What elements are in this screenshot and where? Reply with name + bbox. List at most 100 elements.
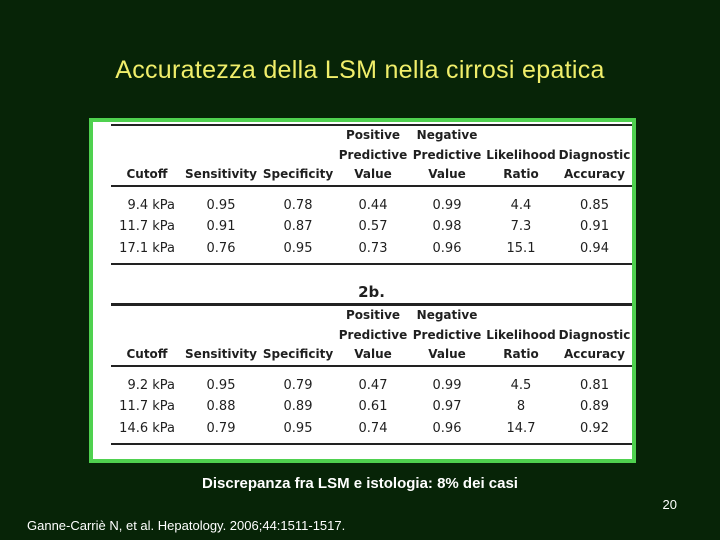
- header-cell: Negative: [409, 304, 485, 326]
- header-cell: [183, 326, 259, 346]
- table-cell: 0.95: [259, 237, 337, 265]
- table-cell: 15.1: [485, 237, 557, 265]
- header-cell: Positive: [337, 124, 409, 146]
- header-cell: Predictive: [412, 327, 482, 342]
- table-cell: 0.89: [580, 399, 609, 414]
- header-cell: Value: [409, 345, 485, 367]
- table-cell: 0.81: [580, 377, 609, 393]
- table-cell: 0.95: [206, 197, 236, 213]
- table-header-row: Positive Negative: [111, 304, 632, 326]
- table-cell: 0.99: [432, 197, 462, 213]
- table-cell: 7.3: [510, 219, 532, 234]
- table-header-row: Predictive Predictive Likelihood Diagnos…: [111, 146, 632, 166]
- header-cell: [485, 124, 557, 146]
- table-header-row: Cutoff Sensitivity Specificity Value Val…: [111, 165, 632, 187]
- header-cell: Positive: [337, 304, 409, 326]
- header-cell: Predictive: [412, 147, 482, 162]
- table-cell: 8: [516, 399, 526, 414]
- section-label-2b: 2b.: [111, 281, 632, 305]
- header-cell: Predictive: [338, 147, 408, 162]
- table-cell: 0.89: [283, 399, 313, 414]
- header-cell: Likelihood: [486, 327, 556, 342]
- table-cell: 0.87: [283, 219, 313, 234]
- citation: Ganne-Carriè N, et al. Hepatology. 2006;…: [27, 518, 346, 533]
- table-cell: 0.61: [358, 399, 388, 414]
- table-cell: 14.7: [485, 417, 557, 445]
- header-cell: Sensitivity: [183, 345, 259, 367]
- table-cell: 0.98: [432, 219, 462, 234]
- header-cell: [183, 304, 259, 326]
- table-cell: 0.95: [259, 417, 337, 445]
- table-cell: 0.96: [409, 417, 485, 445]
- header-cell: [111, 326, 183, 346]
- table-cell: 0.74: [337, 417, 409, 445]
- table-header-row: Predictive Predictive Likelihood Diagnos…: [111, 326, 632, 346]
- header-cell: [259, 124, 337, 146]
- header-cell: [111, 146, 183, 166]
- header-cell: Diagnostic: [558, 327, 631, 342]
- table-cell: 0.76: [183, 237, 259, 265]
- table-cell: 0.95: [206, 377, 236, 393]
- header-cell: Ratio: [485, 165, 557, 187]
- header-cell: Specificity: [259, 165, 337, 187]
- header-cell: [557, 124, 632, 146]
- table-header-row: Positive Negative: [111, 124, 632, 146]
- table-row: 14.6 kPa 0.79 0.95 0.74 0.96 14.7 0.92: [111, 417, 632, 445]
- table-cell: 0.91: [206, 219, 236, 234]
- table-cell: 0.79: [283, 377, 313, 393]
- header-cell: [557, 304, 632, 326]
- header-cell: [259, 304, 337, 326]
- cutoff-cell: 9.2 kPa: [127, 377, 175, 393]
- table-cell: 0.88: [206, 399, 236, 414]
- header-cell: [183, 146, 259, 166]
- header-cell: Cutoff: [111, 165, 183, 187]
- table-header-row: Cutoff Sensitivity Specificity Value Val…: [111, 345, 632, 367]
- header-cell: Accuracy: [557, 165, 632, 187]
- table-cell: 0.94: [557, 237, 632, 265]
- table-row: 9.4 kPa 0.95 0.78 0.44 0.99 4.4 0.85: [111, 186, 632, 217]
- table-cell: 0.92: [557, 417, 632, 445]
- table-cell: 4.4: [510, 197, 532, 213]
- results-table-a: Positive Negative Predictive Predictive …: [111, 124, 632, 265]
- header-cell: [259, 146, 337, 166]
- header-cell: Likelihood: [486, 147, 556, 162]
- table-cell: 4.5: [510, 377, 532, 393]
- table-row: 9.2 kPa 0.95 0.79 0.47 0.99 4.5 0.81: [111, 366, 632, 397]
- table-cell: 0.47: [358, 377, 388, 393]
- cutoff-cell: 9.4 kPa: [127, 197, 175, 213]
- cutoff-cell: 14.6 kPa: [111, 417, 183, 445]
- table-cell: 0.91: [580, 219, 609, 234]
- table-cell: 0.79: [183, 417, 259, 445]
- table-row: 11.7 kPa 0.88 0.89 0.61 0.97 8 0.89: [111, 396, 632, 418]
- table-cell: 0.44: [358, 197, 388, 213]
- header-cell: Specificity: [259, 345, 337, 367]
- header-cell: Predictive: [338, 327, 408, 342]
- slide-caption: Discrepanza fra LSM e istologia: 8% dei …: [202, 475, 518, 492]
- header-cell: [183, 124, 259, 146]
- header-cell: Value: [409, 165, 485, 187]
- header-cell: [111, 304, 183, 326]
- header-cell: [111, 124, 183, 146]
- header-cell: Negative: [409, 124, 485, 146]
- cutoff-cell: 11.7 kPa: [119, 219, 175, 234]
- results-table-b: Positive Negative Predictive Predictive …: [111, 304, 632, 445]
- header-cell: [485, 304, 557, 326]
- header-cell: Diagnostic: [558, 147, 631, 162]
- table-cell: 0.57: [358, 219, 388, 234]
- slide-title: Accuratezza della LSM nella cirrosi epat…: [115, 56, 605, 84]
- header-cell: Accuracy: [557, 345, 632, 367]
- header-cell: [259, 326, 337, 346]
- header-cell: Value: [337, 165, 409, 187]
- header-cell: Ratio: [485, 345, 557, 367]
- header-cell: Value: [337, 345, 409, 367]
- table-cell: 0.85: [580, 197, 609, 213]
- table-cell: 0.78: [283, 197, 313, 213]
- results-table-image: Positive Negative Predictive Predictive …: [89, 118, 636, 463]
- table-cell: 0.97: [432, 399, 462, 414]
- header-cell: Sensitivity: [183, 165, 259, 187]
- table-row: 11.7 kPa 0.91 0.87 0.57 0.98 7.3 0.91: [111, 216, 632, 238]
- table-cell: 0.99: [432, 377, 462, 393]
- table-cell: 0.96: [409, 237, 485, 265]
- table-cell: 0.73: [337, 237, 409, 265]
- page-number: 20: [662, 497, 677, 512]
